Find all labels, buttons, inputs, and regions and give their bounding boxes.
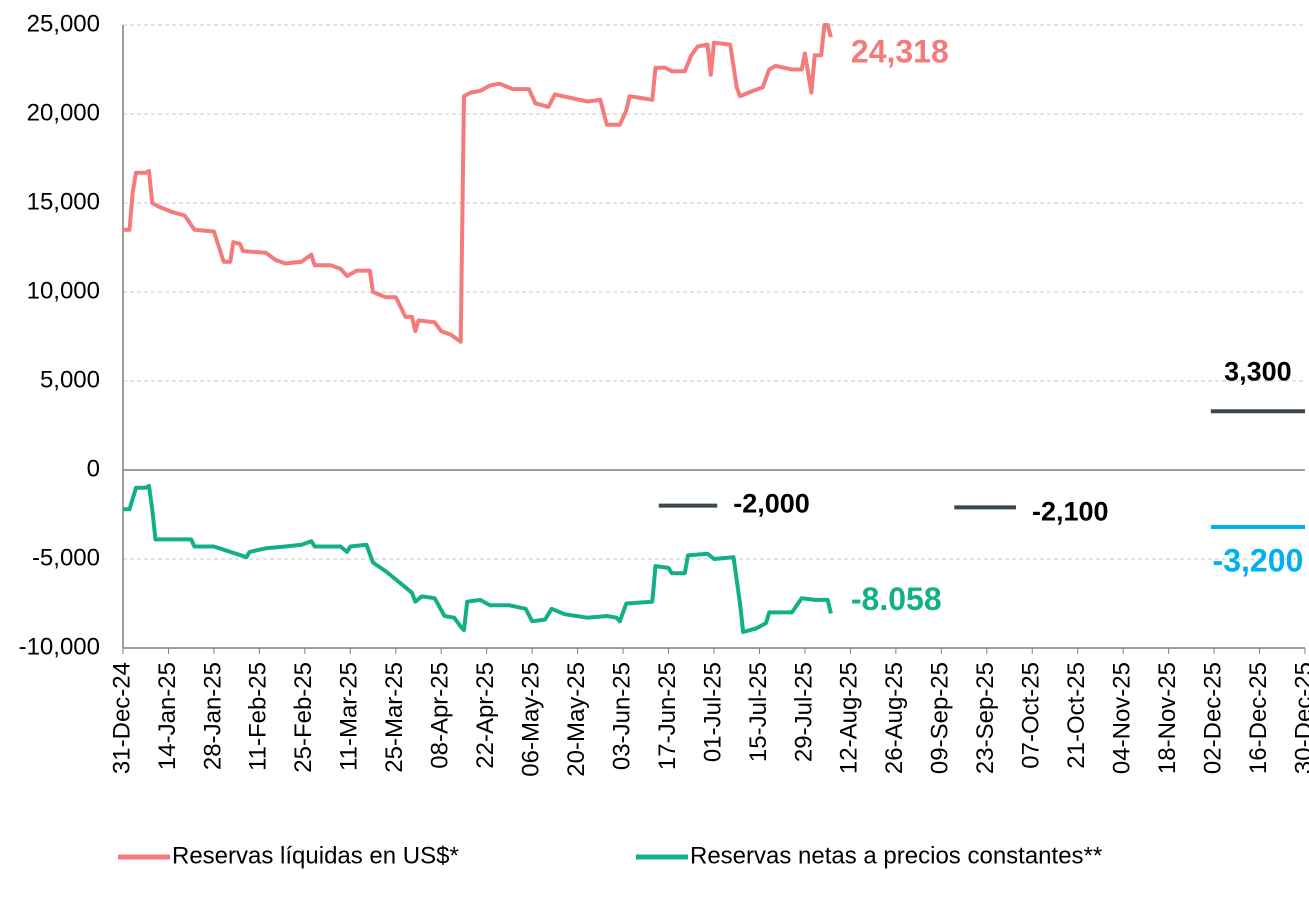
x-tick-label: 07-Oct-25 bbox=[1018, 662, 1045, 769]
y-tick-label: 15,000 bbox=[27, 188, 100, 215]
x-tick-label: 29-Jul-25 bbox=[790, 662, 817, 762]
x-tick-label: 22-Apr-25 bbox=[472, 662, 499, 769]
x-tick-label: 11-Mar-25 bbox=[336, 662, 363, 771]
x-tick-label: 21-Oct-25 bbox=[1063, 662, 1090, 769]
x-tick-label: 26-Aug-25 bbox=[881, 662, 908, 774]
x-tick-label: 01-Jul-25 bbox=[699, 662, 726, 762]
x-tick-label: 14-Jan-25 bbox=[154, 662, 181, 770]
x-tick-label: 09-Sep-25 bbox=[927, 662, 954, 774]
x-tick-label: 12-Aug-25 bbox=[836, 662, 863, 774]
x-tick-label: 02-Dec-25 bbox=[1199, 662, 1226, 774]
x-tick-label: 15-Jul-25 bbox=[745, 662, 772, 762]
x-tick-label: 17-Jun-25 bbox=[654, 662, 681, 770]
target-label: 3,300 bbox=[1224, 356, 1292, 386]
x-tick-label: 31-Dec-24 bbox=[108, 662, 135, 774]
y-tick-label: 5,000 bbox=[40, 366, 100, 393]
x-tick-label: 06-May-25 bbox=[517, 662, 544, 777]
y-tick-label: -5,000 bbox=[32, 544, 100, 571]
target-label: -2,000 bbox=[733, 489, 810, 519]
target-label: -2,100 bbox=[1032, 497, 1109, 527]
x-tick-label: 18-Nov-25 bbox=[1154, 662, 1181, 774]
x-tick-label: 04-Nov-25 bbox=[1108, 662, 1135, 774]
y-tick-label: 10,000 bbox=[27, 277, 100, 304]
legend-label: Reservas líquidas en US$* bbox=[172, 842, 459, 869]
y-tick-label: 25,000 bbox=[27, 10, 100, 37]
end-value-label: 24,318 bbox=[851, 34, 949, 70]
x-tick-label: 08-Apr-25 bbox=[427, 662, 454, 769]
x-tick-label: 23-Sep-25 bbox=[972, 662, 999, 774]
y-tick-label: 0 bbox=[87, 455, 100, 482]
y-tick-label: -10,000 bbox=[19, 633, 100, 660]
target-label: -3,200 bbox=[1213, 542, 1304, 578]
x-tick-label: 25-Feb-25 bbox=[290, 662, 317, 773]
series-line bbox=[123, 484, 833, 634]
x-tick-label: 11-Feb-25 bbox=[245, 662, 272, 771]
series-line bbox=[123, 23, 833, 344]
y-tick-label: 20,000 bbox=[27, 99, 100, 126]
x-tick-label: 28-Jan-25 bbox=[199, 662, 226, 770]
x-tick-label: 16-Dec-25 bbox=[1245, 662, 1272, 774]
x-tick-label: 30-Dec-25 bbox=[1290, 662, 1309, 774]
x-tick-label: 03-Jun-25 bbox=[608, 662, 635, 770]
legend-label: Reservas netas a precios constantes** bbox=[690, 842, 1102, 869]
x-tick-label: 25-Mar-25 bbox=[381, 662, 408, 773]
x-tick-label: 20-May-25 bbox=[563, 662, 590, 777]
end-value-label: -8.058 bbox=[851, 581, 942, 617]
